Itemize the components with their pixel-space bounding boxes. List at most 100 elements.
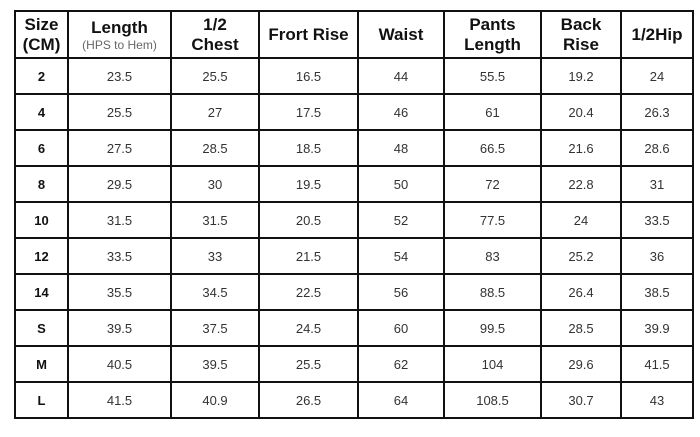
measure-cell: 62 [357, 345, 445, 383]
header-cell: Size (CM) [14, 10, 69, 59]
measure-cell: 29.6 [540, 345, 622, 383]
size-cell: M [14, 345, 69, 383]
header-text: Length [464, 34, 521, 54]
table-row: M 40.5 39.5 25.5 62 104 29.6 41.5 [14, 345, 694, 383]
measure-cell: 108.5 [443, 381, 542, 419]
measure-cell: 26.4 [540, 273, 622, 311]
table-row: 4 25.5 27 17.5 46 61 20.4 26.3 [14, 93, 694, 131]
measure-cell: 25.5 [67, 93, 172, 131]
size-cell: 2 [14, 57, 69, 95]
table-row: 12 33.5 33 21.5 54 83 25.2 36 [14, 237, 694, 275]
size-cell: L [14, 381, 69, 419]
table-row: 14 35.5 34.5 22.5 56 88.5 26.4 38.5 [14, 273, 694, 311]
header-cell: 1/2Hip [620, 10, 694, 59]
measure-cell: 39.5 [170, 345, 260, 383]
measure-cell: 18.5 [258, 129, 359, 167]
measure-cell: 36 [620, 237, 694, 275]
measure-cell: 17.5 [258, 93, 359, 131]
measure-cell: 19.2 [540, 57, 622, 95]
header-text: (CM) [22, 34, 61, 54]
measure-cell: 41.5 [620, 345, 694, 383]
header-text: (HPS to Hem) [82, 37, 157, 52]
header-text: Back [560, 14, 602, 34]
measure-cell: 30 [170, 165, 260, 203]
measure-cell: 39.9 [620, 309, 694, 347]
table-body: 2 23.5 25.5 16.5 44 55.5 19.2 24 4 25.5 27 17.5 46 61… [14, 57, 694, 419]
measure-cell: 60 [357, 309, 445, 347]
measure-cell: 37.5 [170, 309, 260, 347]
measure-cell: 48 [357, 129, 445, 167]
measure-cell: 40.9 [170, 381, 260, 419]
measure-cell: 39.5 [67, 309, 172, 347]
measure-cell: 44 [357, 57, 445, 95]
measure-cell: 64 [357, 381, 445, 419]
measure-cell: 34.5 [170, 273, 260, 311]
measure-cell: 22.5 [258, 273, 359, 311]
size-cell: 6 [14, 129, 69, 167]
measure-cell: 24 [620, 57, 694, 95]
measure-cell: 16.5 [258, 57, 359, 95]
header-cell: Back Rise [540, 10, 622, 59]
measure-cell: 19.5 [258, 165, 359, 203]
measure-cell: 29.5 [67, 165, 172, 203]
measure-cell: 104 [443, 345, 542, 383]
measure-cell: 20.4 [540, 93, 622, 131]
measure-cell: 23.5 [67, 57, 172, 95]
measure-cell: 43 [620, 381, 694, 419]
measure-cell: 21.6 [540, 129, 622, 167]
measure-cell: 61 [443, 93, 542, 131]
header-row: Size (CM) Length (HPS to Hem) 1/2 Chest Frort … [14, 10, 694, 59]
measure-cell: 88.5 [443, 273, 542, 311]
measure-cell: 99.5 [443, 309, 542, 347]
measure-cell: 26.5 [258, 381, 359, 419]
measure-cell: 25.5 [170, 57, 260, 95]
measure-cell: 31.5 [170, 201, 260, 239]
header-text: 1/2 [203, 14, 227, 34]
size-cell: 10 [14, 201, 69, 239]
table-row: 8 29.5 30 19.5 50 72 22.8 31 [14, 165, 694, 203]
header-text: Rise [563, 34, 599, 54]
measure-cell: 83 [443, 237, 542, 275]
size-cell: 14 [14, 273, 69, 311]
measure-cell: 24.5 [258, 309, 359, 347]
header-text: Size [24, 14, 59, 34]
measure-cell: 50 [357, 165, 445, 203]
size-table: Size (CM) Length (HPS to Hem) 1/2 Chest Frort … [14, 10, 694, 419]
measure-cell: 56 [357, 273, 445, 311]
measure-cell: 26.3 [620, 93, 694, 131]
size-cell: 12 [14, 237, 69, 275]
measure-cell: 55.5 [443, 57, 542, 95]
measure-cell: 27 [170, 93, 260, 131]
measure-cell: 33.5 [67, 237, 172, 275]
table-row: 6 27.5 28.5 18.5 48 66.5 21.6 28.6 [14, 129, 694, 167]
header-text: 1/2Hip [631, 24, 683, 44]
measure-cell: 21.5 [258, 237, 359, 275]
table-row: 10 31.5 31.5 20.5 52 77.5 24 33.5 [14, 201, 694, 239]
measure-cell: 40.5 [67, 345, 172, 383]
measure-cell: 30.7 [540, 381, 622, 419]
header-cell: 1/2 Chest [170, 10, 260, 59]
measure-cell: 31 [620, 165, 694, 203]
measure-cell: 72 [443, 165, 542, 203]
measure-cell: 20.5 [258, 201, 359, 239]
header-text: Length [91, 17, 148, 37]
header-cell: Waist [357, 10, 445, 59]
table-row: S 39.5 37.5 24.5 60 99.5 28.5 39.9 [14, 309, 694, 347]
header-text: Pants [469, 14, 516, 34]
measure-cell: 25.2 [540, 237, 622, 275]
measure-cell: 31.5 [67, 201, 172, 239]
header-cell: Frort Rise [258, 10, 359, 59]
measure-cell: 66.5 [443, 129, 542, 167]
measure-cell: 33.5 [620, 201, 694, 239]
measure-cell: 28.5 [540, 309, 622, 347]
header-text: Frort Rise [268, 24, 349, 44]
measure-cell: 27.5 [67, 129, 172, 167]
measure-cell: 35.5 [67, 273, 172, 311]
table-row: 2 23.5 25.5 16.5 44 55.5 19.2 24 [14, 57, 694, 95]
size-cell: 4 [14, 93, 69, 131]
measure-cell: 28.5 [170, 129, 260, 167]
measure-cell: 25.5 [258, 345, 359, 383]
measure-cell: 46 [357, 93, 445, 131]
measure-cell: 33 [170, 237, 260, 275]
